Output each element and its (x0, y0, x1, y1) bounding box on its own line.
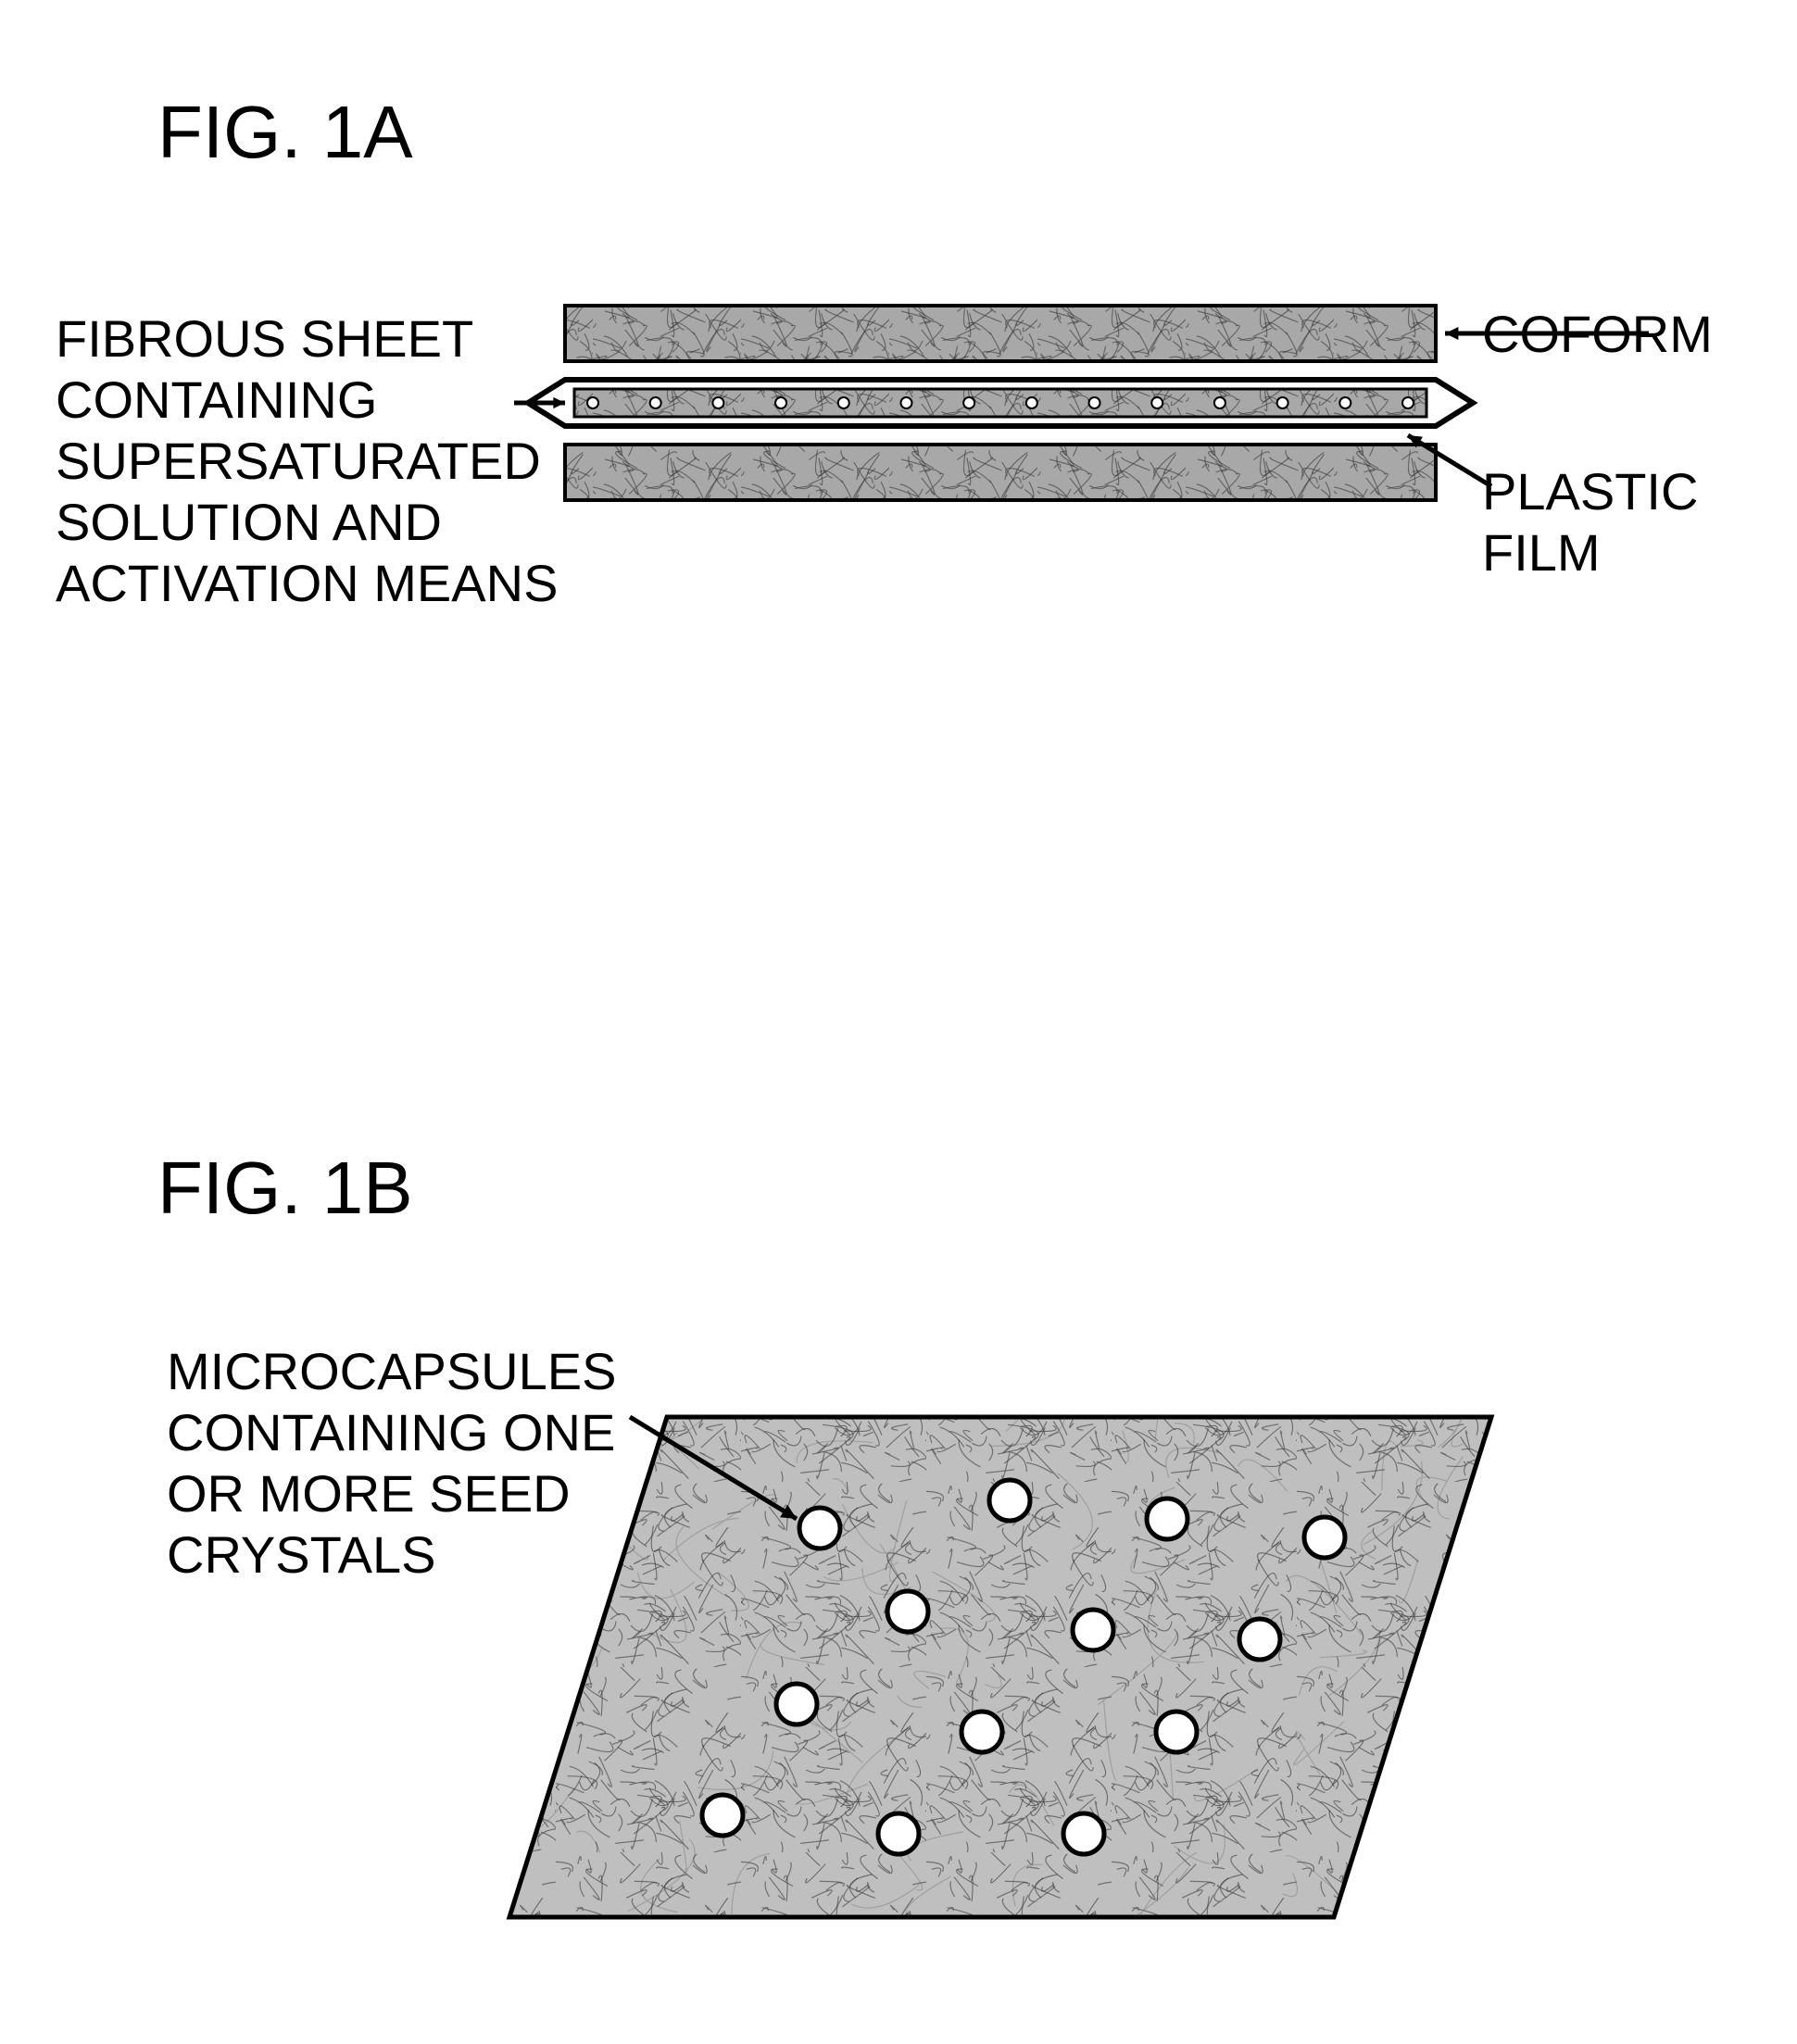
microcapsule-circle (961, 1712, 1002, 1752)
fig1b-label: MICROCAPSULESCONTAINING ONEOR MORE SEEDC… (167, 1342, 616, 1584)
microcapsule-circle (887, 1591, 928, 1632)
inner-fibrous-sheet (574, 389, 1426, 417)
inner-sheet-dot (900, 397, 911, 408)
svg-text:CONTAINING: CONTAINING (56, 370, 377, 429)
fig1a-plasticfilm-label: PLASTICFILM (1482, 462, 1698, 582)
inner-sheet-dot (587, 397, 598, 408)
microcapsule-circle (989, 1480, 1030, 1521)
inner-sheet-dot (712, 397, 723, 408)
microcapsule-circle (878, 1813, 919, 1854)
svg-text:SUPERSATURATED: SUPERSATURATED (56, 432, 541, 490)
microcapsule-circle (799, 1508, 840, 1549)
inner-sheet-dot (1277, 397, 1288, 408)
svg-text:CONTAINING ONE: CONTAINING ONE (167, 1403, 615, 1461)
svg-text:PLASTIC: PLASTIC (1482, 462, 1698, 520)
microcapsule-circle (1239, 1619, 1280, 1660)
svg-text:FIBROUS SHEET: FIBROUS SHEET (56, 309, 473, 368)
inner-sheet-dot (1151, 397, 1162, 408)
inner-sheet-dot (650, 397, 661, 408)
microcapsule-circle (1063, 1813, 1104, 1854)
coform-top-layer (565, 306, 1436, 361)
svg-text:CRYSTALS: CRYSTALS (167, 1525, 435, 1584)
inner-sheet-dot (1402, 397, 1414, 408)
fig-1b-title: FIG. 1B (157, 1147, 413, 1229)
svg-text:MICROCAPSULES: MICROCAPSULES (167, 1342, 616, 1400)
inner-sheet-dot (1214, 397, 1225, 408)
inner-sheet-dot (1339, 397, 1351, 408)
microcapsule-circle (776, 1684, 817, 1724)
microcapsule-circle (1156, 1712, 1197, 1752)
inner-sheet-dot (1026, 397, 1037, 408)
microcapsule-circle (1304, 1517, 1345, 1558)
inner-sheet-dot (1089, 397, 1100, 408)
svg-text:FILM: FILM (1482, 523, 1601, 582)
svg-text:OR MORE SEED: OR MORE SEED (167, 1464, 571, 1523)
microcapsule-circle (702, 1795, 743, 1836)
svg-text:SOLUTION AND: SOLUTION AND (56, 493, 442, 551)
fig-1a: FIG. 1A FIBROUS SHEETCONTAININGSUPERSATUR… (56, 91, 1713, 612)
fig-1a-title: FIG. 1A (157, 91, 413, 173)
inner-sheet-dot (775, 397, 786, 408)
microcapsule-circle (1147, 1499, 1188, 1539)
fig-1b: FIG. 1B MICROCAPSULESCONTAINING ONEOR MOR… (157, 1147, 1499, 1935)
inner-sheet-dot (963, 397, 974, 408)
fig1a-left-label: FIBROUS SHEETCONTAININGSUPERSATURATEDSOL… (56, 309, 558, 612)
svg-text:ACTIVATION MEANS: ACTIVATION MEANS (56, 554, 558, 612)
inner-sheet-dot (838, 397, 849, 408)
coform-bottom-layer (565, 445, 1436, 500)
microcapsule-circle (1073, 1610, 1113, 1650)
